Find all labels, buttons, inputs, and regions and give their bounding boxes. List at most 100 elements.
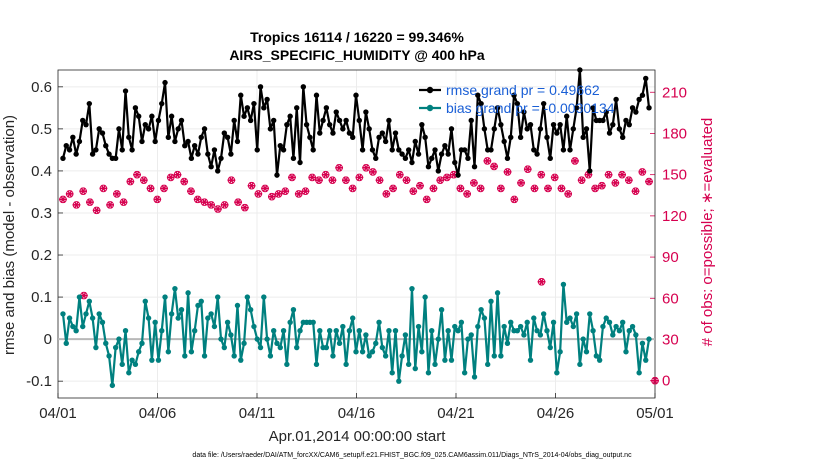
series-point <box>73 328 79 334</box>
series-point <box>353 92 359 98</box>
series-point <box>633 332 639 338</box>
series-point <box>162 79 168 86</box>
series-point <box>386 117 392 124</box>
series-point <box>254 147 260 153</box>
series-point <box>438 151 445 157</box>
series-point <box>63 142 69 149</box>
series-point <box>294 105 300 111</box>
series-point <box>126 134 132 140</box>
series-point <box>471 374 478 380</box>
obs-evaluated-point <box>375 176 384 184</box>
obs-evaluated-point <box>638 168 647 176</box>
obs-evaluated-point <box>470 179 478 187</box>
series-point <box>405 147 412 153</box>
y2-tick-label: 0 <box>662 373 670 390</box>
series-point <box>333 109 339 115</box>
series-point <box>267 126 274 132</box>
series-point <box>336 117 343 124</box>
x-tick-label: 05/01 <box>636 405 674 422</box>
obs-evaluated-point <box>294 190 303 198</box>
series-point <box>504 155 511 162</box>
x-tick-label: 04/06 <box>139 405 177 422</box>
series-point <box>531 147 537 153</box>
series-point <box>527 121 534 128</box>
series-point <box>287 319 293 326</box>
series-point <box>313 361 320 368</box>
series-point <box>201 353 208 359</box>
series-point <box>564 319 570 326</box>
series-point <box>231 353 237 359</box>
legend: rmse grand pr = 0.49662 bias grand pr = … <box>419 82 615 116</box>
series-point <box>623 349 629 355</box>
series-point <box>175 126 181 132</box>
series-point <box>544 328 550 334</box>
series-point <box>231 117 237 124</box>
series-point <box>485 361 491 368</box>
series-point <box>382 353 389 359</box>
series-point <box>547 344 553 351</box>
obs-evaluated-point <box>618 171 626 179</box>
series-point <box>514 100 521 107</box>
series-point <box>646 336 652 342</box>
series-point <box>452 323 458 330</box>
series-point <box>356 117 362 124</box>
series-point <box>465 155 471 162</box>
series-point <box>517 134 524 140</box>
series-point <box>501 138 507 145</box>
series-point <box>435 336 442 342</box>
chart-subtitle: AIRS_SPECIFIC_HUMIDITY @ 400 hPa <box>229 47 485 63</box>
series-point <box>626 121 632 128</box>
obs-evaluated-point <box>409 187 418 195</box>
series-point <box>590 328 596 334</box>
series-point <box>606 130 613 136</box>
series-point <box>343 117 349 124</box>
series-point <box>165 134 172 140</box>
series-point <box>534 328 540 334</box>
series-point <box>478 100 484 107</box>
series-point <box>290 155 297 162</box>
y2-tick-label: 90 <box>662 249 679 266</box>
series-point <box>448 126 455 132</box>
series-point <box>376 134 382 140</box>
series-point <box>86 100 93 107</box>
obs-evaluated-point <box>119 198 128 206</box>
y-tick-label: 0.2 <box>31 247 52 264</box>
y2-tick-label: 30 <box>662 331 679 348</box>
obs-evaluated-point <box>72 201 81 209</box>
series-point <box>228 332 234 338</box>
series-point <box>570 126 577 132</box>
series-point <box>544 134 550 140</box>
series-point <box>284 361 290 368</box>
series-point <box>221 130 228 136</box>
series-point <box>629 323 636 330</box>
series-point <box>573 105 580 111</box>
series-point <box>531 315 537 321</box>
series-point <box>139 340 145 347</box>
series-point <box>313 92 320 98</box>
series-point <box>567 315 573 321</box>
obs-evaluated-point <box>227 176 236 184</box>
obs-evaluated-point <box>604 171 613 179</box>
obs-evaluated-point <box>79 187 87 195</box>
series-point <box>587 311 593 317</box>
series-point <box>145 126 152 132</box>
chart-title: Tropics 16114 / 16220 = 99.346% <box>250 29 464 45</box>
series-point <box>402 332 409 338</box>
series-point <box>540 100 547 107</box>
obs-evaluated-point <box>429 184 438 193</box>
series-point <box>412 138 418 145</box>
series-point <box>159 100 165 107</box>
series-point <box>402 155 409 162</box>
obs-evaluated-point <box>267 192 276 201</box>
series-point <box>168 311 175 317</box>
obs-evaluated-point <box>288 173 296 182</box>
series-point <box>205 151 211 157</box>
series-point <box>580 134 586 140</box>
series-point <box>389 370 395 376</box>
obs-evaluated-point <box>335 164 343 172</box>
series-point <box>442 357 448 363</box>
series-point <box>326 121 333 128</box>
x-axis-label: Apr.01,2014 00:00:00 start <box>269 428 447 445</box>
series-point <box>425 370 432 376</box>
obs-evaluated-point <box>625 176 633 184</box>
